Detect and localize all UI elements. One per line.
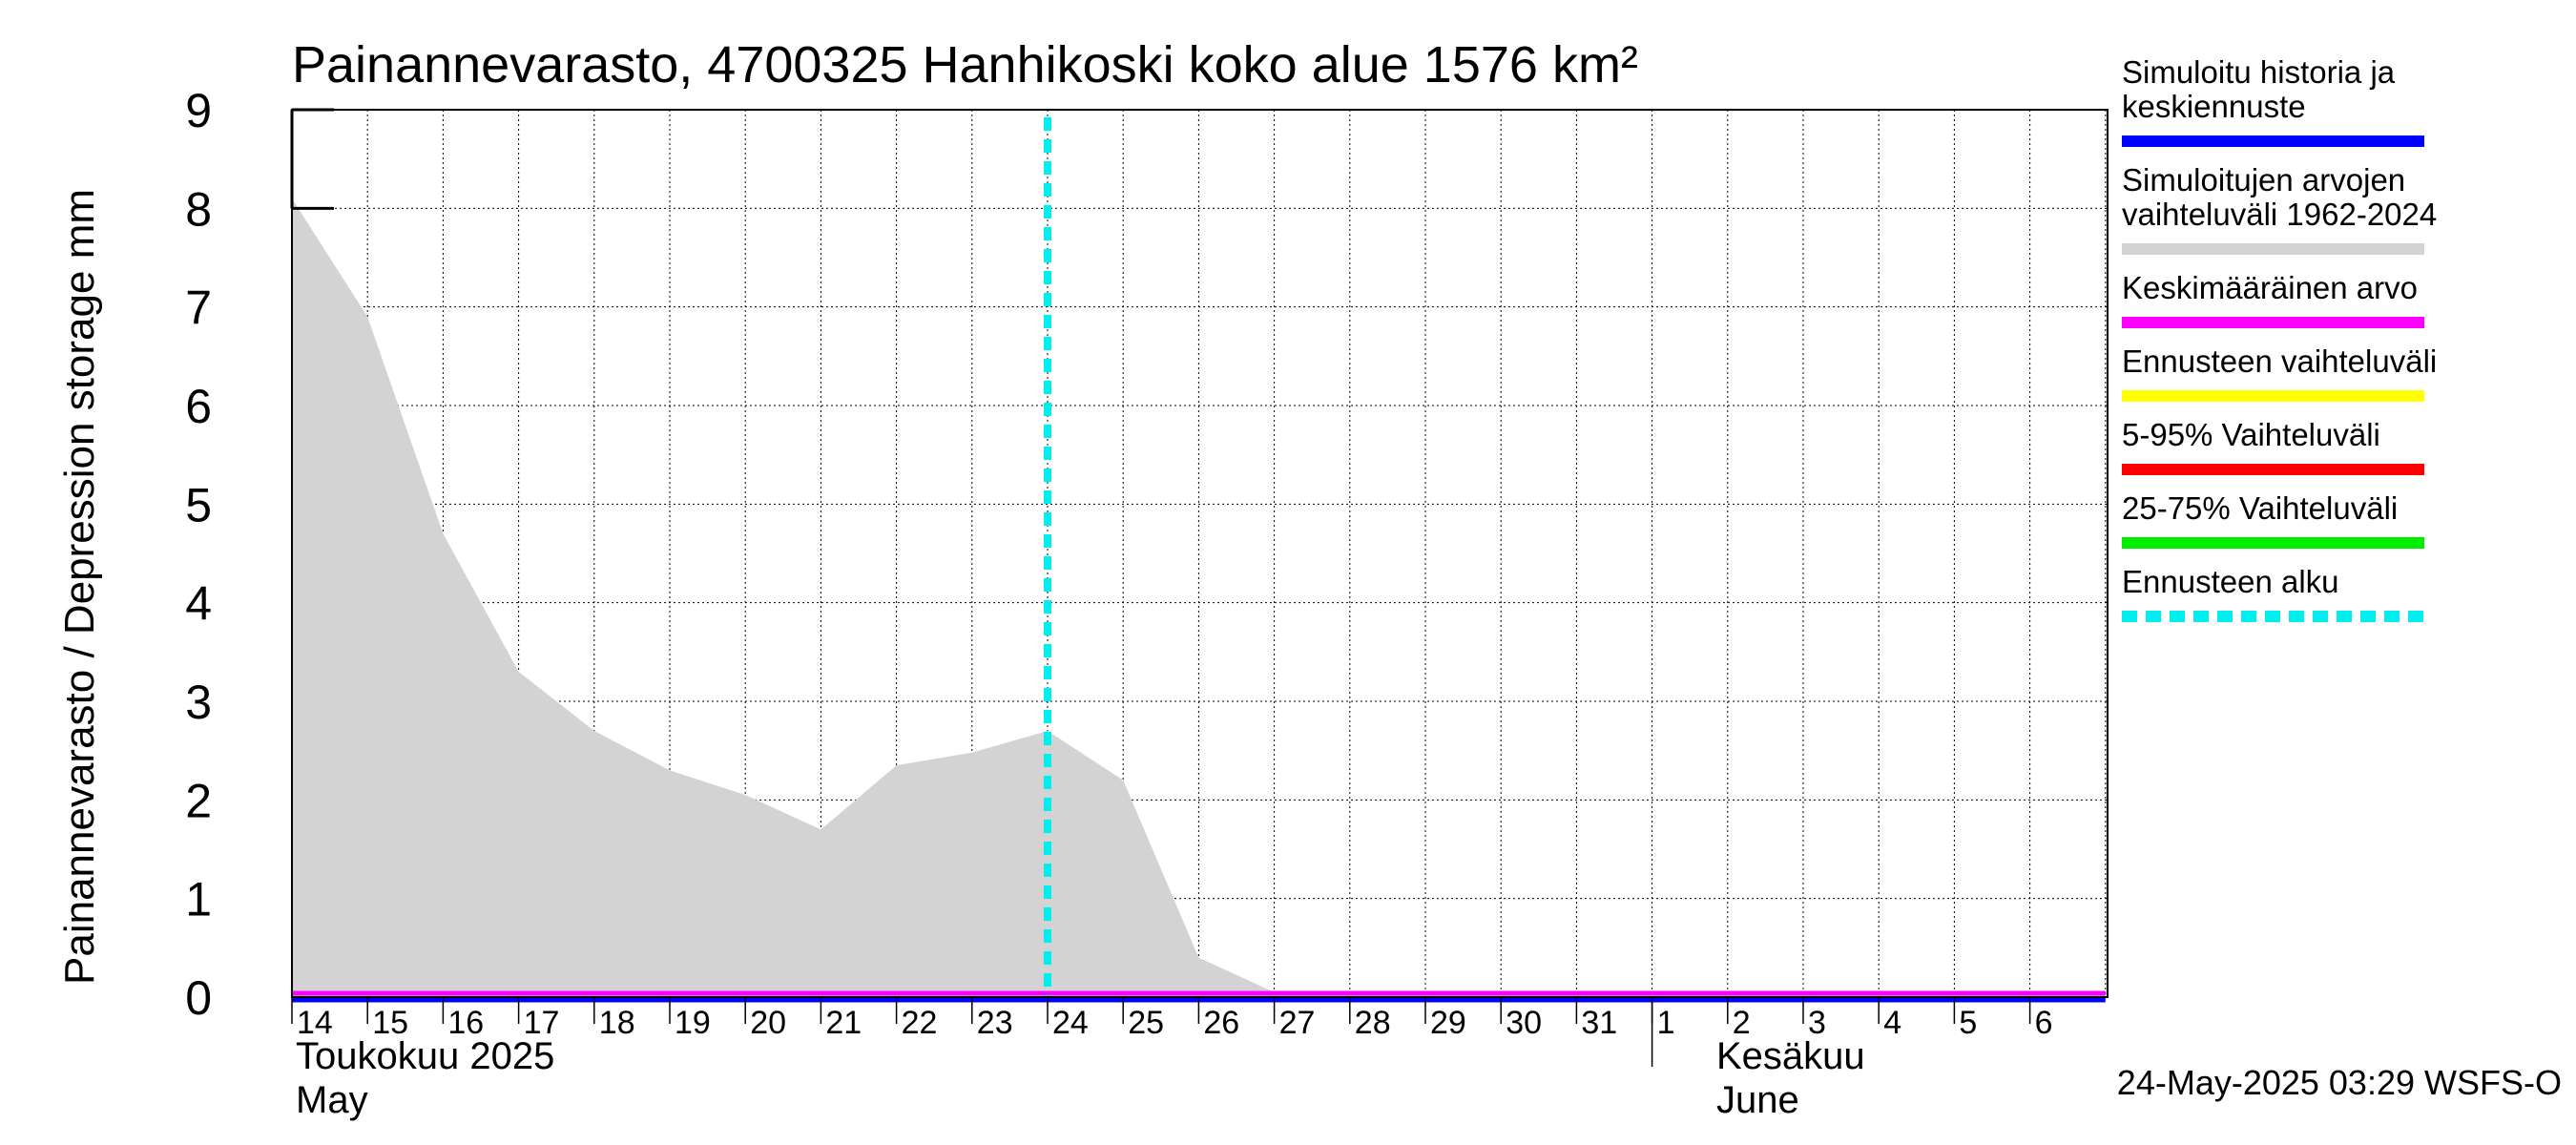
legend-item: Ennusteen vaihteluväli [2122,344,2437,402]
legend-label: vaihteluväli 1962-2024 [2122,197,2437,232]
x-tick-label: 2 [1733,1005,1751,1041]
x-tick-label: 17 [524,1005,560,1041]
x-tick-label: 21 [825,1005,862,1041]
range-band [292,198,2106,997]
y-tick-label: 0 [185,971,212,1025]
x-tick-label: 4 [1883,1005,1901,1041]
x-tick-label: 19 [675,1005,711,1041]
x-tick-label: 26 [1203,1005,1239,1041]
legend-label: 25-75% Vaihteluväli [2122,490,2398,526]
x-tick-label: 30 [1506,1005,1542,1041]
x-tick-label: 24 [1052,1005,1089,1041]
y-tick-label: 3 [185,676,212,729]
legend-label: Simuloitujen arvojen [2122,162,2405,198]
x-tick-label: 27 [1279,1005,1316,1041]
y-tick-label: 8 [185,182,212,236]
legend-label: 5-95% Vaihteluväli [2122,417,2380,452]
legend-label: Simuloitu historia ja [2122,54,2396,90]
legend-item: 25-75% Vaihteluväli [2122,490,2424,549]
x-tick-label: 23 [977,1005,1013,1041]
y-tick-label: 5 [185,478,212,531]
y-tick-label: 9 [185,84,212,137]
x-tick-label: 25 [1128,1005,1164,1041]
legend-label: Ennusteen vaihteluväli [2122,344,2437,379]
x-tick-label: 20 [750,1005,786,1041]
y-tick-label: 2 [185,774,212,827]
x-tick-label: 16 [447,1005,484,1041]
month-label-en: May [296,1079,368,1121]
x-tick-label: 28 [1355,1005,1391,1041]
footer-timestamp: 24-May-2025 03:29 WSFS-O [2117,1063,2562,1102]
x-tick-label: 15 [372,1005,408,1041]
x-tick-label: 1 [1657,1005,1675,1041]
month-label-fi: Kesäkuu [1716,1035,1865,1077]
legend-item: 5-95% Vaihteluväli [2122,417,2424,475]
x-tick-label: 3 [1808,1005,1826,1041]
x-tick-label: 6 [2035,1005,2053,1041]
legend-item: Keskimääräinen arvo [2122,270,2424,328]
legend-label: Keskimääräinen arvo [2122,270,2418,305]
y-tick-label: 4 [185,577,212,631]
month-label-en: June [1716,1079,1799,1121]
legend-label: Ennusteen alku [2122,564,2339,599]
legend-item: Ennusteen alku [2122,564,2424,622]
x-tick-label: 22 [902,1005,938,1041]
legend-label: keskiennuste [2122,89,2306,124]
x-tick-label: 29 [1430,1005,1466,1041]
y-tick-label: 1 [185,873,212,926]
y-tick-label: 7 [185,281,212,335]
chart-title: Painannevarasto, 4700325 Hanhikoski koko… [292,36,1638,94]
y-axis-label: Painannevarasto / Depression storage mm [56,189,103,985]
x-tick-label: 31 [1581,1005,1617,1041]
plot-frame [291,109,2109,998]
x-tick-label: 5 [1959,1005,1977,1041]
month-label-fi: Toukokuu 2025 [296,1035,554,1077]
x-tick-label: 14 [297,1005,333,1041]
y-tick-label: 6 [185,380,212,433]
x-tick-label: 18 [599,1005,635,1041]
